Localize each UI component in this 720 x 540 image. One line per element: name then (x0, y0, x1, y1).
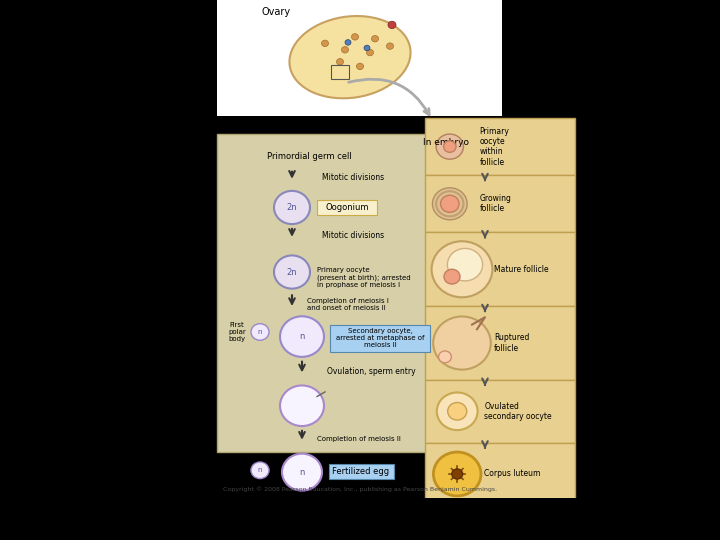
Circle shape (345, 39, 351, 45)
Text: Ruptured
follicle: Ruptured follicle (494, 333, 529, 353)
Text: n: n (300, 332, 305, 341)
Bar (425, 118, 575, 175)
Circle shape (448, 402, 467, 420)
Circle shape (388, 21, 396, 29)
Circle shape (280, 316, 324, 357)
Text: First
polar
body: First polar body (228, 322, 246, 342)
Text: Fertilized egg: Fertilized egg (333, 467, 390, 476)
Circle shape (364, 45, 370, 51)
Text: 2n: 2n (287, 267, 297, 276)
Text: Ovary: Ovary (262, 7, 291, 17)
Text: Corpus luteum: Corpus luteum (485, 469, 541, 478)
Bar (425, 380, 575, 443)
Circle shape (433, 188, 467, 220)
Text: Ovulated
secondary oocyte: Ovulated secondary oocyte (485, 402, 552, 421)
Circle shape (341, 46, 348, 53)
Circle shape (436, 134, 464, 159)
Text: Secondary oocyte,
arrested at metaphase of
meiosis II: Secondary oocyte, arrested at metaphase … (336, 328, 424, 348)
Circle shape (280, 386, 324, 426)
Circle shape (433, 515, 481, 540)
Circle shape (433, 452, 481, 496)
Circle shape (356, 63, 364, 70)
Circle shape (351, 33, 359, 40)
Text: Growing
follicle: Growing follicle (480, 194, 511, 213)
Circle shape (431, 241, 492, 298)
Bar (330, 325, 430, 352)
Circle shape (433, 316, 491, 369)
Text: n: n (258, 467, 262, 473)
Text: Second
polar
body: Second polar body (224, 460, 250, 480)
Circle shape (447, 248, 482, 281)
Bar (425, 443, 575, 505)
Circle shape (251, 323, 269, 340)
Bar (329, 464, 394, 478)
Text: Copyright © 2008 Pearson Education, Inc., publishing as Pearson Benjamin Cumming: Copyright © 2008 Pearson Education, Inc.… (223, 486, 497, 491)
Circle shape (387, 43, 394, 49)
Text: Degenerating
corpus luteum: Degenerating corpus luteum (485, 527, 540, 540)
Bar (425, 306, 575, 380)
Text: n: n (300, 468, 305, 477)
Circle shape (372, 36, 379, 42)
Bar (317, 200, 377, 215)
Bar (425, 232, 575, 306)
Circle shape (438, 351, 451, 363)
Bar (331, 65, 349, 79)
Circle shape (282, 454, 322, 490)
Text: Primary
oocyte
within
follicle: Primary oocyte within follicle (480, 126, 510, 167)
Bar (217, 134, 477, 452)
Text: Completion of meiosis II: Completion of meiosis II (317, 436, 401, 442)
Circle shape (441, 195, 459, 212)
Text: Primordial germ cell: Primordial germ cell (267, 152, 352, 161)
Circle shape (444, 269, 460, 284)
Text: Primary oocyte
(present at birth); arrested
in prophase of meiosis I: Primary oocyte (present at birth); arres… (317, 267, 410, 288)
Circle shape (451, 469, 463, 479)
Text: Mitotic divisions: Mitotic divisions (322, 231, 384, 240)
Bar (217, 0, 720, 116)
Text: In embryo: In embryo (423, 138, 469, 147)
Text: Ovulation, sperm entry: Ovulation, sperm entry (327, 367, 415, 376)
Text: Completion of meiosis I
and onset of meiosis II: Completion of meiosis I and onset of mei… (307, 298, 389, 311)
Bar (217, 0, 502, 116)
Circle shape (336, 58, 343, 65)
Ellipse shape (289, 16, 410, 98)
Circle shape (322, 40, 328, 46)
Circle shape (444, 141, 456, 152)
Bar (425, 175, 575, 232)
Text: n: n (258, 329, 262, 335)
Text: Mature follicle: Mature follicle (494, 265, 549, 274)
Text: 2n: 2n (287, 203, 297, 212)
Circle shape (274, 191, 310, 224)
Circle shape (274, 255, 310, 289)
Circle shape (437, 393, 477, 430)
Bar (425, 505, 575, 540)
Circle shape (366, 49, 374, 56)
Text: Oogonium: Oogonium (325, 203, 369, 212)
Circle shape (251, 462, 269, 478)
Circle shape (445, 525, 469, 540)
Text: Mitotic divisions: Mitotic divisions (322, 173, 384, 181)
Bar (0, 0, 217, 498)
